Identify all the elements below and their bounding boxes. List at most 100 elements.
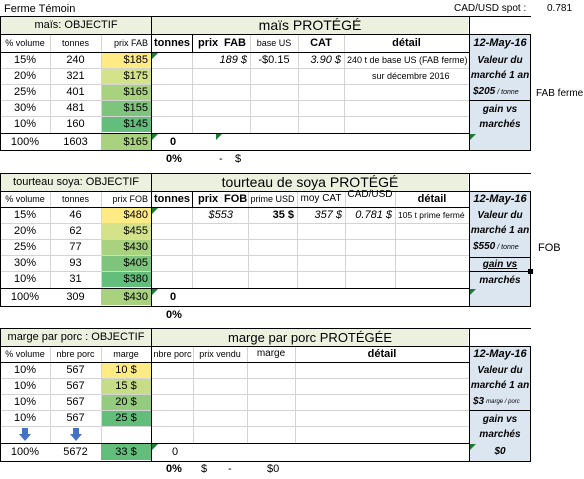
porc-protege-title: marge par porc PROTÉGÉE [228,329,392,345]
soya-row1-price[interactable]: $480 [123,208,148,221]
soya-total-tonnes: 309 [66,290,85,303]
porc-side-date: 12-May-16 [473,348,527,360]
soya-objectif-title: tourteau soya: OBJECTIF [13,175,139,188]
porc-side-unit: marge / porc [486,399,520,405]
mais-row4-price[interactable]: $155 [123,101,148,114]
porc-side-l2: marché 1 an [470,380,530,391]
col-header-prix-fab: prix FAB [113,37,148,48]
porc-row4-marge[interactable]: 25 $ [115,411,137,424]
soya-total-prot-tonnes: 0 [170,290,177,303]
porc-total-nbre: 5672 [63,445,88,458]
comment-marker [152,53,158,59]
mais-row1-price[interactable]: $185 [123,53,148,66]
soya-outside-label: FOB [538,241,561,254]
fill-handle[interactable] [528,269,533,274]
prot-header-moy-cat: moy CAT [300,193,342,204]
soya-total-pct: 100% [10,290,40,303]
soya-row3-pct: 25% [13,240,37,253]
soya-row1-pct: 15% [13,208,37,221]
soya-prot-detail[interactable]: 105 t prime fermé [398,209,465,220]
soya-row5-price[interactable]: $380 [123,272,148,285]
porc-row1-pct: 10% [13,363,37,376]
mais-prot-prix[interactable]: 189 $ [219,53,247,66]
mais-row2-price[interactable]: $175 [123,69,148,82]
prot-header-prix-vendu: prix vendu [199,348,241,359]
mais-protege-title: maïs PROTÉGÉ [258,17,362,33]
porc-row3-pct: 10% [13,395,37,408]
soya-protege-title: tourteau de soya PROTÉGÉ [221,174,399,190]
soya-side-gain: gain vs [482,259,518,270]
mais-total-pct: 100% [10,135,40,148]
porc-objectif-title: marge par porc : OBJECTIF [7,330,145,343]
mais-side-gain: gain vs [482,104,518,115]
prot-header-base-us: base US [256,37,292,48]
mais-objectif-title: maïs: OBJECTIF [34,18,118,31]
porc-below-zero: $0 [267,462,280,475]
prot-header-detail: détail [417,192,447,205]
soya-prot-prix[interactable]: $553 [208,208,233,221]
mais-obj-title-bg [0,16,152,34]
mais-side-l2: marché 1 an [470,70,530,81]
prot-header-cat: CAT [310,36,332,49]
mais-row1-tonnes: 240 [66,53,85,66]
mais-row5-price[interactable]: $145 [123,117,148,130]
prot-header-detail: détail [367,347,397,360]
col-header-nbre-porc: nbre porc [56,348,95,359]
mais-prot-base[interactable]: -$0.15 [258,53,290,66]
mais-row4-tonnes: 481 [66,101,85,114]
soya-side-marches: marchés [479,275,521,286]
porc-side-marches: marchés [479,429,521,440]
spot-value: 0.781 [547,3,573,14]
porc-below-dollar: $ [201,462,208,475]
arrow-down-icon [70,428,82,446]
porc-row4-pct: 10% [13,411,37,424]
col-header-volume: % volume [5,37,45,48]
prot-header-tonnes: tonnes [153,36,191,49]
porc-side-gain: gain vs [482,414,518,425]
soya-side-value: $550 [473,241,496,252]
mais-below-dollar: $ [235,152,242,165]
porc-side-value: $3 [473,396,485,407]
soya-prot-prime[interactable]: 35 $ [272,208,294,221]
soya-prot-cad[interactable]: 0.781 $ [355,208,392,221]
mais-side-l1: Valeur du [477,55,523,66]
prot-header-tonnes: tonnes [153,192,191,205]
prot-header-fob: FOB [224,192,248,205]
mais-side-value: $205 [473,86,496,97]
soya-total-price: $430 [123,290,148,303]
porc-row2-marge[interactable]: 15 $ [115,379,137,392]
arrow-down-icon [19,428,31,446]
mais-prot-detail[interactable]: 240 t de base US (FAB ferme) [347,54,468,65]
prot-header-cad-usd: CAD/USD [347,189,393,200]
sheet-title: Ferme Témoin [4,2,76,15]
mais-side-marches: marchés [479,119,521,130]
porc-row4-nbre: 567 [66,411,85,424]
mais-row3-tonnes: 401 [66,85,85,98]
mais-total-prot-tonnes: 0 [170,135,177,148]
col-header-volume: % volume [5,348,45,359]
porc-row1-marge[interactable]: 10 $ [115,363,137,376]
col-header-tonnes: tonnes [61,193,90,204]
mais-row1-pct: 15% [13,53,37,66]
soya-side-date: 12-May-16 [473,193,527,205]
porc-total-pct: 100% [10,445,40,458]
soya-row1-tonnes: 46 [69,208,82,221]
porc-total-marge: 33 $ [115,445,137,458]
mais-below-dash: - [219,152,223,165]
porc-below-pct: 0% [166,462,182,475]
porc-below-dash: - [228,462,232,475]
mais-prot-cat[interactable]: 3.90 $ [310,53,341,66]
mais-row3-price[interactable]: $165 [123,85,148,98]
soya-side-unit: / tonne [497,243,519,251]
soya-gain-selected-cell[interactable] [469,257,531,272]
mais-prot-detail-2: sur décembre 2016 [372,70,450,81]
prot-header-marge: marge [256,348,286,359]
soya-row2-price[interactable]: $455 [123,224,148,237]
soya-row2-pct: 20% [13,224,37,237]
col-header-tonnes: tonnes [61,37,90,48]
soya-row3-price[interactable]: $430 [123,240,148,253]
soya-row2-tonnes: 62 [69,224,82,237]
porc-row3-marge[interactable]: 20 $ [115,395,137,408]
soya-row4-price[interactable]: $405 [123,256,148,269]
soya-prot-moy-cat[interactable]: 357 $ [314,208,342,221]
